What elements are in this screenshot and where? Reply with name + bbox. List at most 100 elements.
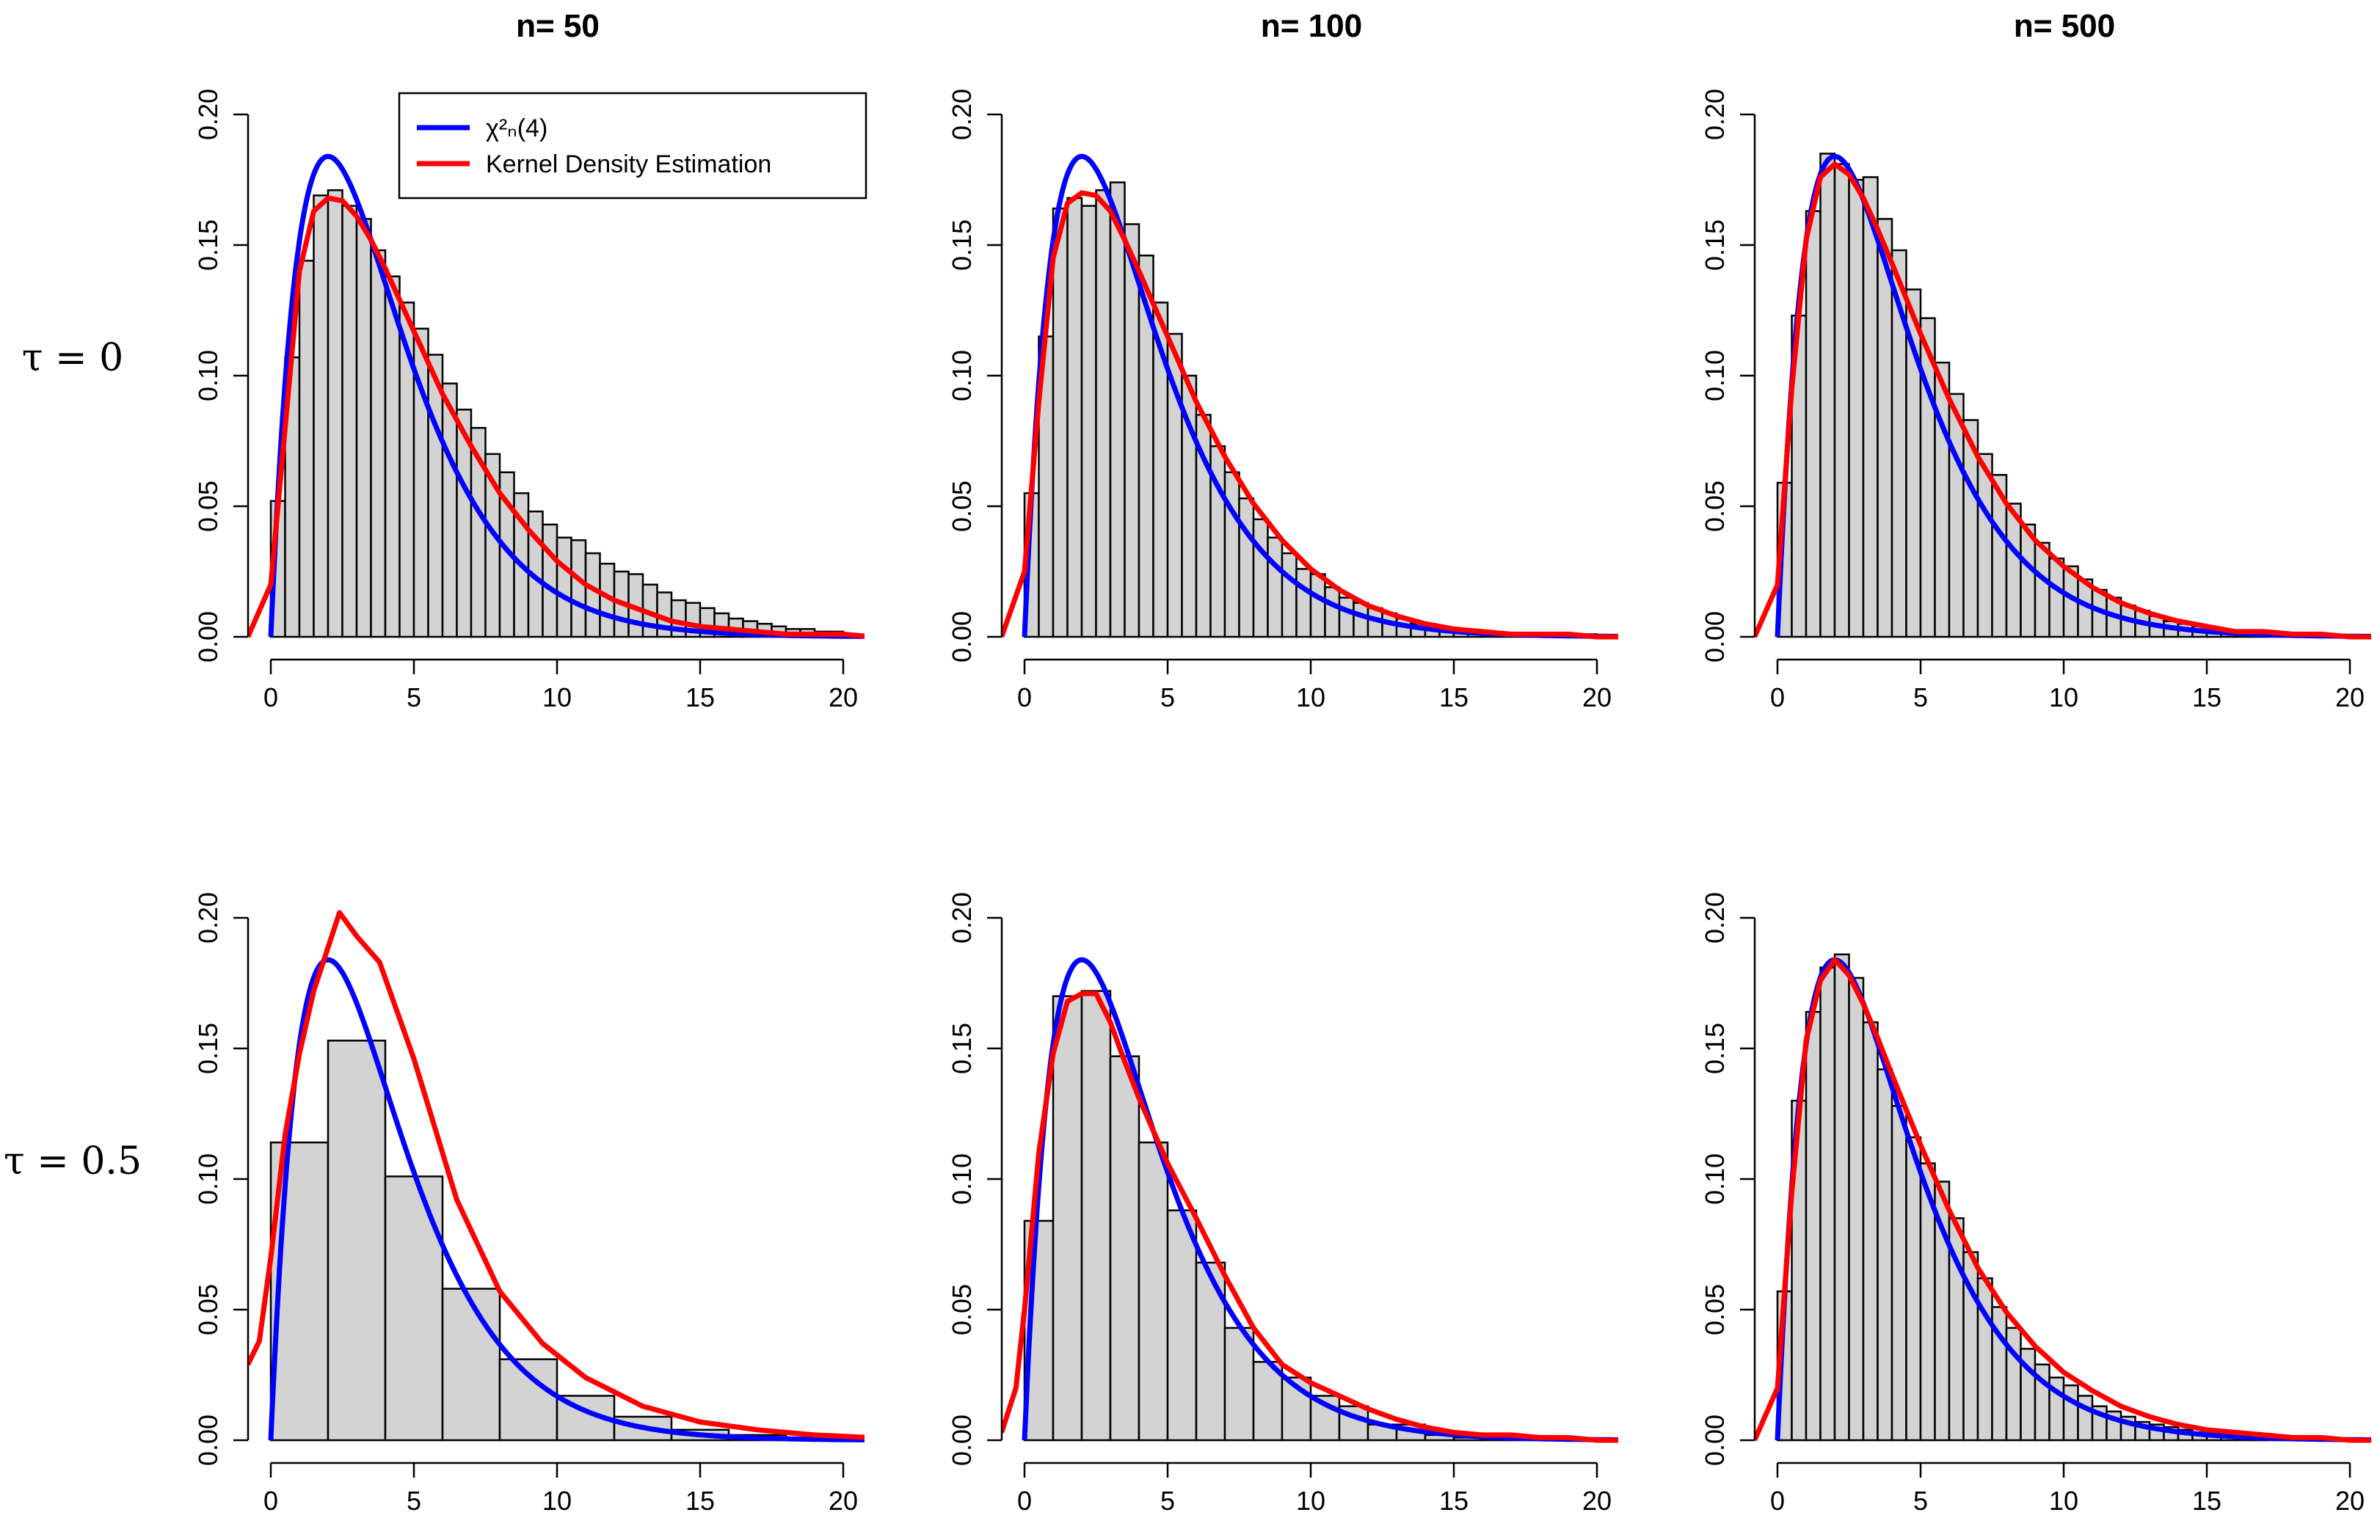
- x-tick-label: 20: [829, 1486, 858, 1516]
- histogram-bar: [1934, 361, 1951, 638]
- histogram-bar: [1066, 197, 1083, 638]
- histogram-bar: [370, 249, 387, 638]
- panel-title: n= 50: [516, 8, 600, 44]
- x-tick-label: 5: [1913, 1486, 1928, 1516]
- histogram-bar: [355, 218, 372, 638]
- y-tick-label: 0.10: [947, 1153, 977, 1205]
- histogram-bar: [1819, 966, 1836, 1442]
- x-tick-label: 5: [1160, 1486, 1175, 1516]
- histogram-bar: [427, 354, 444, 638]
- y-tick-label: 0.20: [947, 89, 977, 140]
- x-tick-label: 20: [1582, 682, 1612, 712]
- y-tick-label: 0.05: [1700, 1284, 1730, 1335]
- histogram-bar: [1252, 518, 1269, 638]
- y-tick-label: 0.20: [1700, 892, 1730, 944]
- y-tick-label: 0.00: [947, 611, 977, 663]
- y-tick-label: 0.15: [947, 1023, 977, 1074]
- y-tick-label: 0.00: [193, 611, 223, 663]
- histogram-bar: [2005, 503, 2022, 638]
- histogram-bar: [1109, 1055, 1140, 1442]
- panel-tau0-n100: n= 100 0 5 10 15 20 0.00 0.05 0.10 0.15 0.20: [947, 8, 1618, 712]
- histogram-bar: [1890, 1105, 1907, 1442]
- legend: χ²ₙ(4) Kernel Density Estimation: [398, 92, 867, 200]
- x-tick-label: 10: [542, 1486, 572, 1516]
- row-label-tau-0-5: τ = 0.5: [4, 1139, 142, 1183]
- panel-title: n= 500: [2014, 8, 2115, 44]
- y-tick-label: 0.15: [947, 219, 977, 271]
- histogram-bar: [1833, 163, 1850, 638]
- x-tick-label: 15: [2192, 1486, 2221, 1516]
- chisq-density-curve: [268, 957, 865, 1442]
- legend-box: [398, 92, 867, 200]
- panel-tau05-n500: n= 500 0 5 10 15 20 0.00 0.05 0.10 0.15 0.20: [1700, 8, 2371, 1516]
- histogram-bar: [1905, 1136, 1922, 1442]
- x-tick-label: 0: [1017, 682, 1032, 712]
- x-tick-label: 15: [685, 682, 715, 712]
- panel-tau05-n50: n= 50 0 5 10 15 20 0.00 0.05 0.10 0.15 0.20: [193, 8, 865, 1516]
- x-tick-label: 0: [263, 1486, 278, 1516]
- kde-curve: [248, 195, 865, 639]
- histogram-bar: [1295, 568, 1312, 638]
- x-tick-label: 15: [1439, 682, 1469, 712]
- histogram-bar: [1324, 586, 1341, 638]
- x-tick-label: 0: [263, 682, 278, 712]
- x-tick-label: 15: [1439, 1486, 1469, 1516]
- y-tick-label: 0.05: [947, 1284, 977, 1335]
- histogram-bar: [441, 382, 458, 638]
- y-tick-label: 0.20: [193, 892, 223, 944]
- histogram-bar: [1223, 471, 1240, 638]
- y-tick-label: 0.05: [193, 1284, 223, 1335]
- panel-tau05-n100: n= 100 0 5 10 15 20 0.00 0.05 0.10 0.15 0.20: [947, 8, 1618, 1516]
- y-tick-label: 0.10: [193, 350, 223, 401]
- histogram-bar: [1267, 536, 1284, 638]
- histogram-bar: [1095, 189, 1112, 638]
- panel-title: n= 500: [2014, 8, 2115, 44]
- histogram-bar: [1948, 393, 1965, 638]
- histogram-bar: [1338, 596, 1355, 638]
- histogram-bar: [298, 260, 315, 638]
- y-tick-label: 0.15: [1700, 219, 1730, 271]
- histogram-bar: [584, 552, 601, 638]
- y-tick-label: 0.00: [947, 1415, 977, 1466]
- y-tick-label: 0.05: [1700, 481, 1730, 532]
- histogram-bar: [327, 189, 343, 638]
- y-tick-label: 0.20: [947, 892, 977, 944]
- histogram-bar: [1223, 1326, 1255, 1442]
- histogram-bar: [1238, 497, 1255, 638]
- y-tick-label: 0.20: [193, 89, 223, 140]
- histogram-bar: [1805, 1010, 1822, 1442]
- y-tick-label: 0.15: [193, 1023, 223, 1074]
- histogram-bar: [570, 539, 587, 638]
- histogram-bar: [1819, 153, 1836, 638]
- histogram-bar: [1281, 552, 1298, 638]
- histogram-bar: [1805, 210, 1822, 638]
- row-label-tau-0: τ = 0: [22, 336, 123, 380]
- histogram-bar: [1353, 602, 1369, 638]
- histogram-bar: [1080, 205, 1097, 638]
- x-tick-label: 5: [407, 682, 421, 712]
- x-tick-label: 15: [685, 1486, 715, 1516]
- x-tick-label: 0: [1770, 682, 1785, 712]
- histogram-bar: [441, 1288, 501, 1442]
- x-tick-label: 5: [407, 1486, 421, 1516]
- y-tick-label: 0.10: [1700, 350, 1730, 401]
- kde-curve: [1755, 161, 2371, 640]
- x-tick-label: 20: [829, 682, 858, 712]
- x-tick-label: 10: [2049, 682, 2078, 712]
- panels: n= 500 5 10 15 200.000.050.100.150.20n= 1000…: [193, 8, 2371, 1516]
- x-tick-label: 10: [1296, 682, 1325, 712]
- kde-curve: [1002, 990, 1618, 1443]
- histogram-bar: [498, 1358, 558, 1442]
- x-tick-label: 20: [2335, 682, 2365, 712]
- y-tick-label: 0.10: [1700, 1153, 1730, 1205]
- histogram-bar: [384, 275, 401, 638]
- y-tick-label: 0.05: [947, 481, 977, 532]
- x-tick-label: 5: [1913, 682, 1928, 712]
- x-tick-label: 0: [1017, 1486, 1032, 1516]
- histogram-bar: [1195, 1261, 1226, 1442]
- x-tick-label: 10: [542, 682, 572, 712]
- histogram-bar: [1862, 1021, 1879, 1442]
- histogram-bar: [2034, 541, 2050, 638]
- histogram-bar: [1109, 181, 1126, 638]
